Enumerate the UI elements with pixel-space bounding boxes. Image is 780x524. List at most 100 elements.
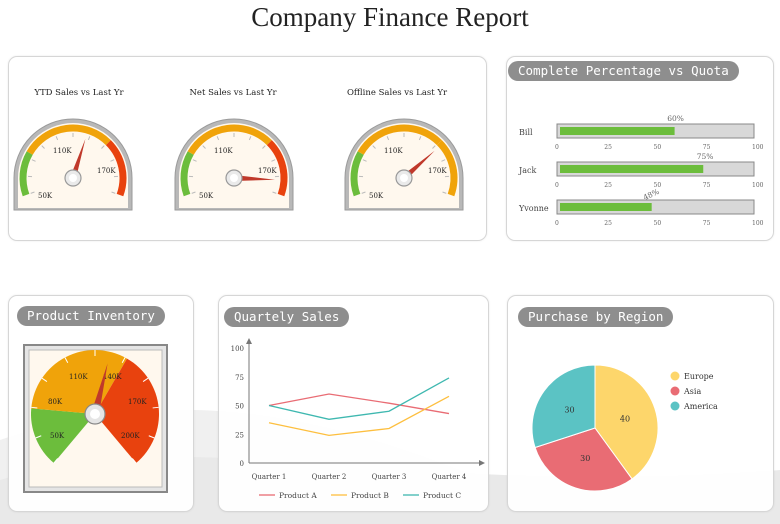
quota-tick-label: 75 <box>703 182 711 189</box>
quota-tick-label: 0 <box>555 144 559 151</box>
inventory-tick <box>64 357 69 364</box>
gauge-hub-center <box>230 174 238 182</box>
gauge-tick <box>418 136 422 141</box>
quota-row-name: Bill <box>519 128 533 137</box>
quota-tick-label: 0 <box>555 220 559 227</box>
quarterly-chart: 0 25 50 75 100 Quarter 1 Quarter 2 Quarter 3 Qua… <box>231 338 485 500</box>
inventory-label: 50K <box>50 432 65 440</box>
x-axis-arrow <box>479 460 485 466</box>
inventory-label: 80K <box>48 398 63 406</box>
quota-tick-label: 75 <box>703 144 711 151</box>
legend-label: Europe <box>684 372 714 381</box>
gauge-band <box>187 124 272 155</box>
gauge-band <box>19 151 33 197</box>
gauge-tick <box>442 191 447 194</box>
gauge-tick <box>216 136 220 141</box>
gauge-tick <box>386 136 390 141</box>
gauge-band <box>350 151 364 197</box>
quota-tick-label: 25 <box>604 220 612 227</box>
legend-label: America <box>683 402 718 411</box>
quota-bar-fill <box>560 127 675 135</box>
quarterly-title: Quartely Sales <box>224 307 350 327</box>
inventory-label: 200K <box>121 432 140 440</box>
quarterly-panel <box>218 295 489 512</box>
inventory-gauge: 50K 80K 110K 140K 170K 200K <box>23 344 168 493</box>
gauge-label: 50K <box>199 192 214 200</box>
gauge-tick <box>191 191 196 194</box>
inventory-sector <box>30 408 95 464</box>
inventory-tick <box>31 406 38 409</box>
legend-swatch <box>670 401 680 411</box>
gauge-tick <box>372 145 376 149</box>
quota-value-label: 75% <box>697 152 714 161</box>
series-line <box>268 393 450 415</box>
pie-value-label: 30 <box>580 454 590 463</box>
gauge-needle <box>70 138 86 179</box>
y-tick-label: 25 <box>235 431 244 439</box>
quota-tick-label: 75 <box>703 220 711 227</box>
gauge-ytd: 50K 110K 170K <box>13 118 133 211</box>
gauge-title-net: Net Sales vs Last Yr <box>189 88 277 98</box>
gauge-label: 110K <box>384 147 403 155</box>
inventory-tick <box>131 458 137 464</box>
series-line <box>268 377 450 420</box>
gauge-net: 50K 110K 170K <box>174 118 294 211</box>
inventory-sector <box>31 350 127 414</box>
legend-swatch <box>670 386 680 396</box>
gauge-title-offline: Offline Sales vs Last Yr <box>346 88 448 98</box>
inventory-tick <box>41 377 48 382</box>
gauge-face <box>18 123 128 208</box>
gauge-label: 170K <box>258 167 277 175</box>
gauge-tick <box>248 136 252 141</box>
gauge-tick <box>262 145 266 149</box>
gauge-band <box>436 140 458 197</box>
legend-swatch <box>670 371 680 381</box>
legend-label: Product C <box>423 491 461 500</box>
region-chart: 40 30 30 Europe Asia America <box>531 364 718 492</box>
gauge-band <box>266 140 288 197</box>
y-axis-arrow <box>246 338 252 344</box>
x-tick-label: Quarter 3 <box>372 473 407 481</box>
gauge-tick <box>55 136 59 141</box>
series-line <box>268 395 450 437</box>
gauge-offline: 50K 110K 170K <box>344 118 464 211</box>
quota-row-name: Yvonne <box>518 204 549 213</box>
gauge-tick <box>432 145 436 149</box>
gauge-tick <box>441 159 446 162</box>
inventory-label: 170K <box>128 398 147 406</box>
inventory-sector <box>95 358 160 464</box>
legend-label: Asia <box>683 387 701 396</box>
gauge-label: 50K <box>369 192 384 200</box>
legend-label: Product B <box>351 491 389 500</box>
gauge-hub-center <box>400 174 408 182</box>
y-tick-label: 50 <box>235 403 244 411</box>
quota-row-name: Jack <box>518 166 536 175</box>
gauge-tick <box>192 159 197 162</box>
quota-bar-fill <box>560 165 704 173</box>
x-tick-label: Quarter 2 <box>312 473 347 481</box>
x-tick-label: Quarter 4 <box>432 473 467 481</box>
quota-tick-label: 100 <box>752 220 764 227</box>
quota-tick-label: 50 <box>654 144 662 151</box>
gauge-label: 50K <box>38 192 53 200</box>
gauge-band <box>357 124 442 155</box>
quota-value-label: 60% <box>667 114 684 123</box>
gauge-tick <box>30 191 35 194</box>
gauge-needle <box>233 175 275 181</box>
gauge-label: 170K <box>97 167 116 175</box>
gauge-tick <box>271 159 276 162</box>
inventory-tick <box>53 458 59 464</box>
y-tick-label: 0 <box>240 460 244 468</box>
region-title: Purchase by Region <box>518 307 674 327</box>
gauge-tick <box>101 145 105 149</box>
inventory-needle <box>91 363 108 415</box>
inventory-tick <box>121 357 126 364</box>
pie-value-label: 40 <box>620 414 630 423</box>
pie-slice <box>594 364 659 480</box>
quota-tick-label: 25 <box>604 182 612 189</box>
quota-tick-label: 100 <box>752 144 764 151</box>
quota-tick-label: 100 <box>752 182 764 189</box>
gauge-tick <box>362 159 367 162</box>
pie-slice <box>534 427 633 492</box>
gauge-label: 170K <box>428 167 447 175</box>
